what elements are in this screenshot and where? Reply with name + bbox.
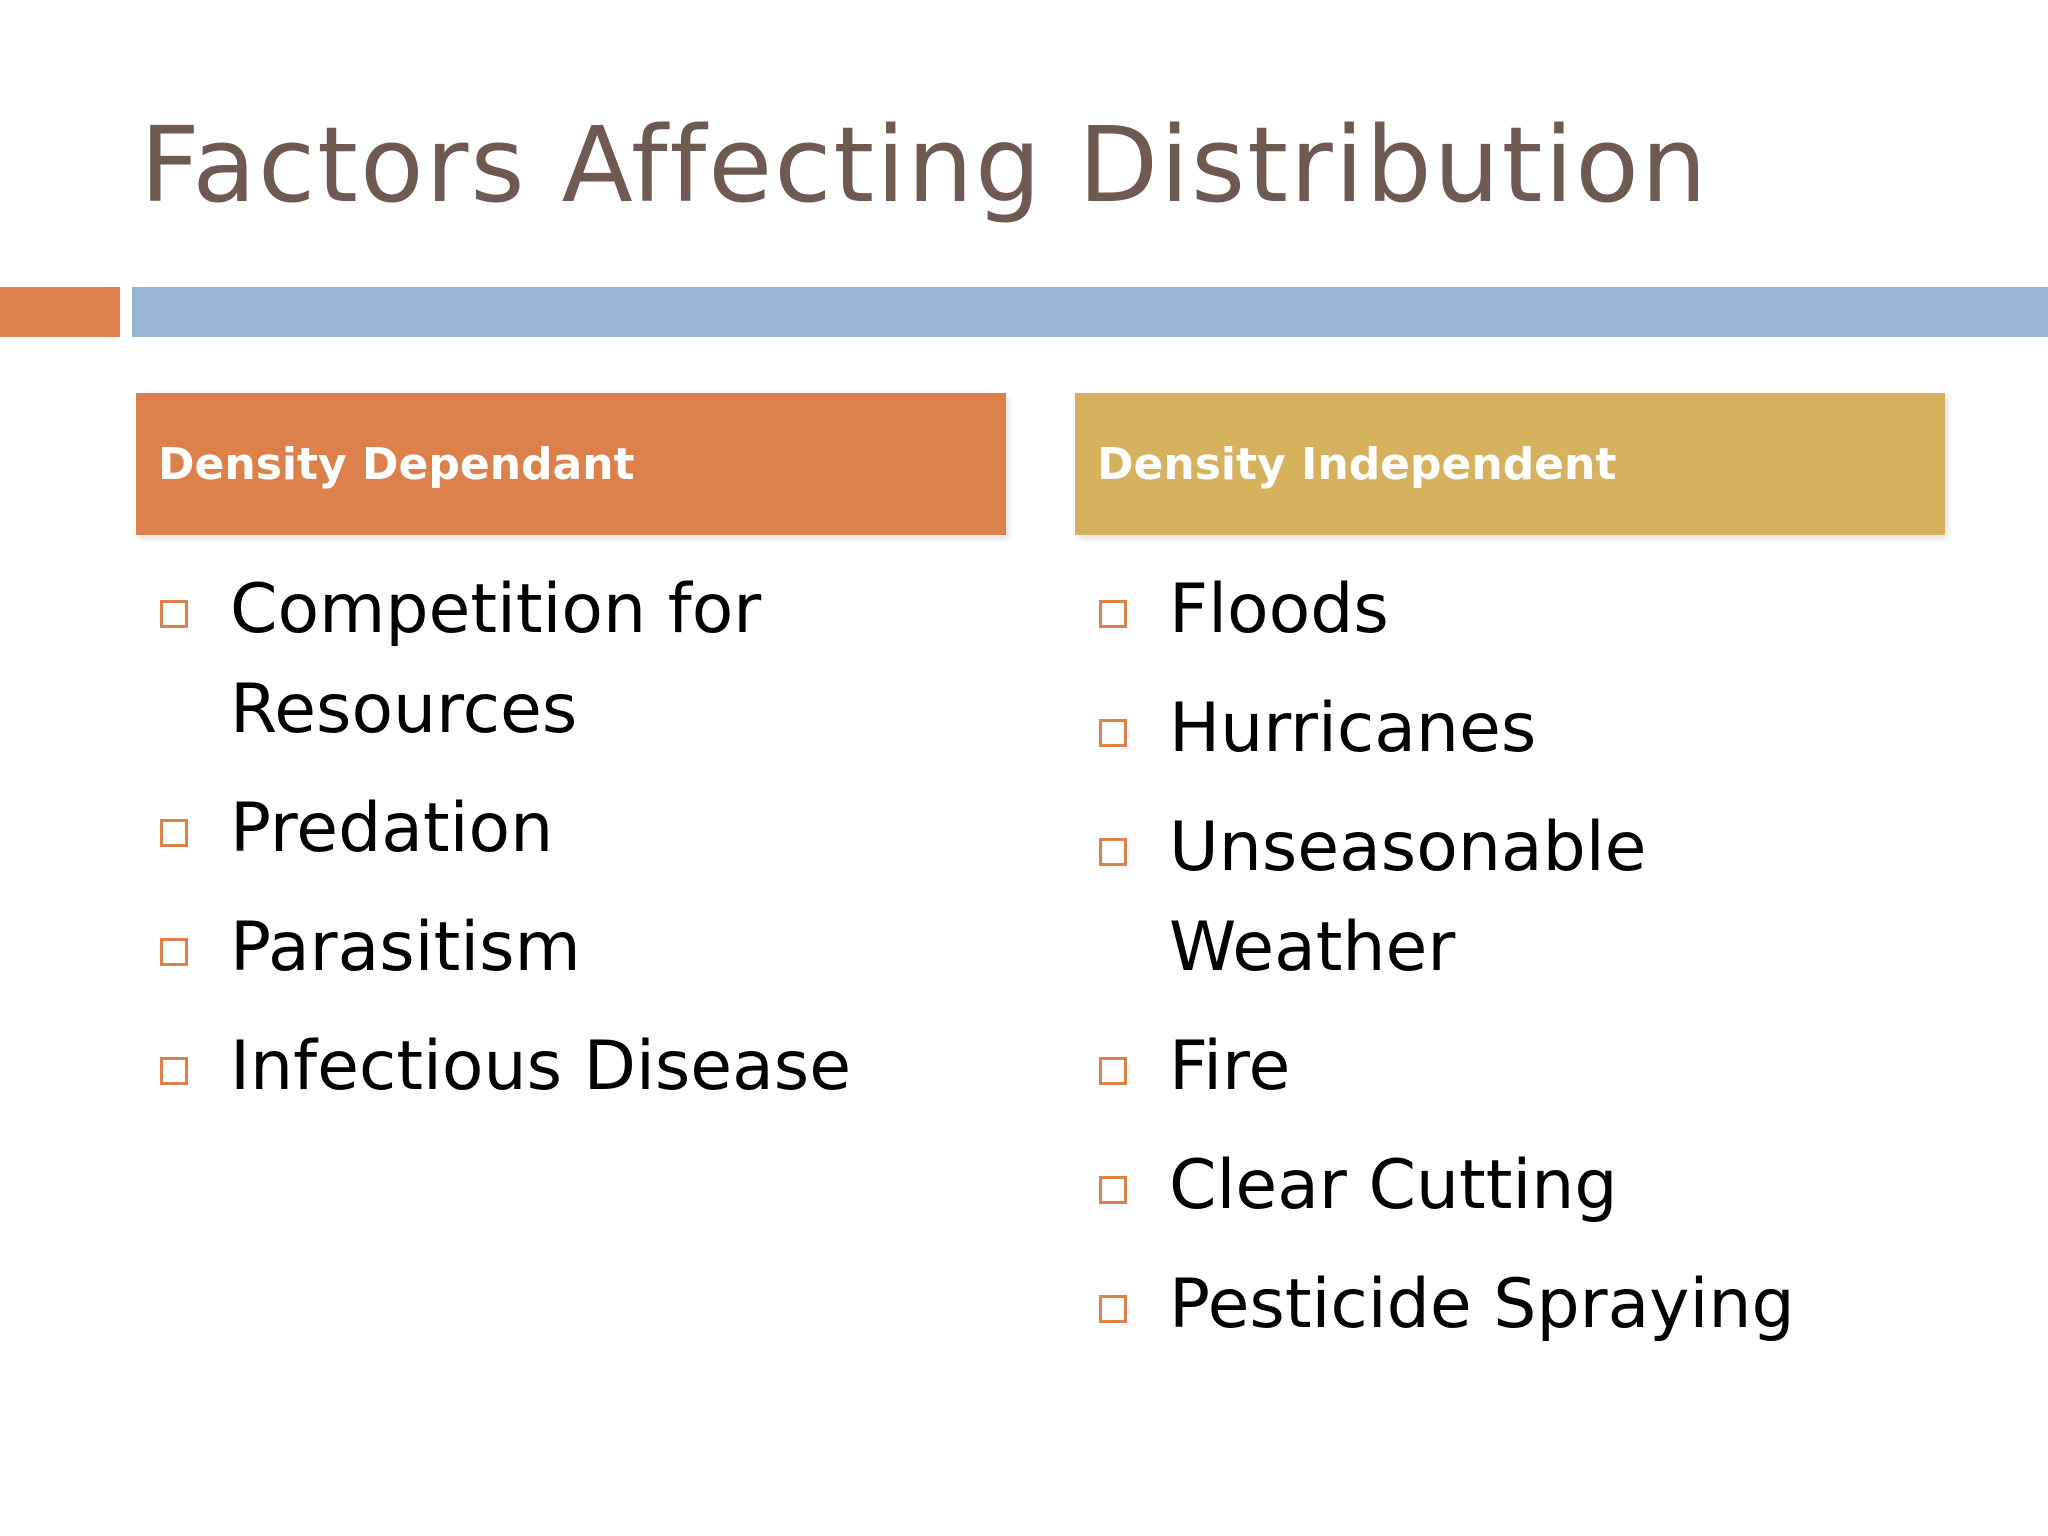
list-item-text: Floods xyxy=(1169,570,1389,649)
square-bullet-icon xyxy=(160,938,188,966)
list-item-text: Pesticide Spraying xyxy=(1169,1265,1795,1344)
list-item: Floods xyxy=(1099,560,1939,660)
square-bullet-icon xyxy=(1099,719,1127,747)
density-dependant-list: Competition for Resources Predation Para… xyxy=(160,560,1000,1136)
list-item-text: Unseasonable Weather xyxy=(1169,808,1647,987)
column-header-density-dependant: Density Dependant xyxy=(136,393,1006,535)
accent-bar-blue xyxy=(132,287,2048,337)
list-item: Unseasonable Weather xyxy=(1099,798,1939,998)
list-item-text: Fire xyxy=(1169,1027,1291,1106)
list-item: Pesticide Spraying xyxy=(1099,1255,1939,1355)
list-item-text: Infectious Disease xyxy=(230,1027,852,1106)
square-bullet-icon xyxy=(1099,838,1127,866)
square-bullet-icon xyxy=(160,819,188,847)
list-item: Parasitism xyxy=(160,898,1000,998)
slide-title: Factors Affecting Distribution xyxy=(140,104,1709,226)
list-item: Hurricanes xyxy=(1099,679,1939,779)
list-item: Fire xyxy=(1099,1017,1939,1117)
square-bullet-icon xyxy=(160,600,188,628)
density-independent-list: Floods Hurricanes Unseasonable Weather F… xyxy=(1099,560,1939,1374)
list-item-text: Parasitism xyxy=(230,908,581,987)
list-item-text: Competition for Resources xyxy=(230,570,762,749)
list-item: Clear Cutting xyxy=(1099,1136,1939,1236)
square-bullet-icon xyxy=(1099,1295,1127,1323)
list-item: Infectious Disease xyxy=(160,1017,1000,1117)
list-item-text: Clear Cutting xyxy=(1169,1146,1618,1225)
accent-bar-orange xyxy=(0,287,120,337)
square-bullet-icon xyxy=(1099,1176,1127,1204)
list-item: Predation xyxy=(160,779,1000,879)
list-item-text: Predation xyxy=(230,789,554,868)
column-header-density-independent: Density Independent xyxy=(1075,393,1945,535)
square-bullet-icon xyxy=(160,1057,188,1085)
list-item: Competition for Resources xyxy=(160,560,1000,760)
square-bullet-icon xyxy=(1099,1057,1127,1085)
list-item-text: Hurricanes xyxy=(1169,689,1537,768)
square-bullet-icon xyxy=(1099,600,1127,628)
